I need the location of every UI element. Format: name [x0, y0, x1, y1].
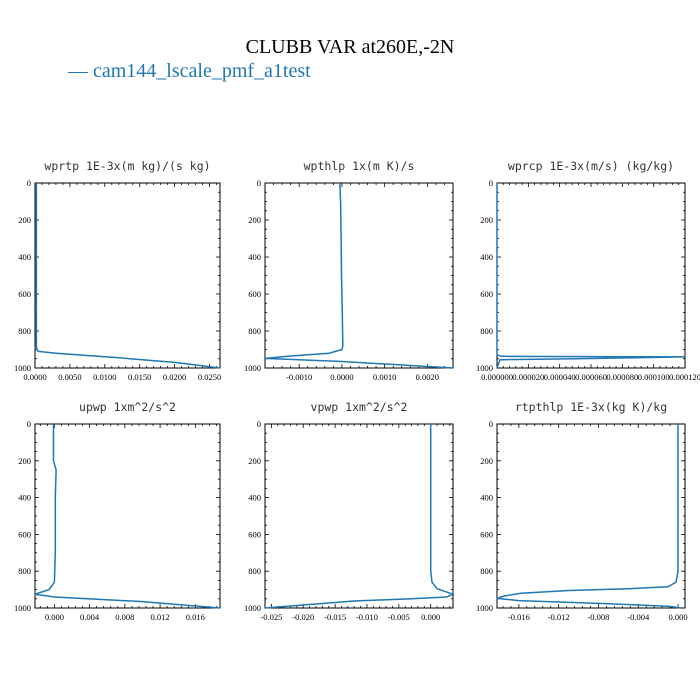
series-line	[496, 183, 686, 369]
plot-frame	[264, 182, 454, 369]
panel-1: wprtp 1E-3x(m kg)/(s kg) 0 200 400 600 800 100…	[14, 159, 221, 382]
series-line	[264, 424, 456, 609]
x-tick-label: 0.004	[80, 612, 100, 622]
y-tick-label: 400	[248, 493, 261, 503]
y-tick-label: 0	[489, 419, 493, 429]
y-tick-label: 200	[18, 215, 31, 225]
x-tick-label: 0.000	[421, 612, 440, 622]
x-tick-label: -0.005	[388, 612, 410, 622]
x-tick-label: -0.010	[356, 612, 378, 622]
x-tick-label: 0.000120	[669, 372, 700, 382]
panel-6: rtpthlp 1E-3x(kg K)/kg 0 200 400 600 800 1000 -…	[476, 400, 688, 622]
panel-4: upwp 1xm^2/s^2 0 200 400 600 800 1000 0.000 0.00…	[14, 400, 221, 622]
x-tick-label: 0.000	[45, 612, 64, 622]
y-tick-label: 800	[18, 566, 31, 576]
x-tick-label: 0.0000	[23, 372, 46, 382]
y-tick-label: 800	[480, 326, 493, 336]
x-tick-label: -0.025	[260, 612, 282, 622]
y-tick-label: 1000	[244, 363, 261, 373]
panel-title: vpwp 1xm^2/s^2	[311, 400, 408, 414]
x-tick-label: 0.000	[668, 612, 687, 622]
y-tick-label: 1000	[14, 603, 31, 613]
plot-frame	[34, 423, 221, 609]
y-tick-label: 1000	[14, 363, 31, 373]
y-tick-label: 800	[248, 326, 261, 336]
y-tick-label: 800	[480, 566, 493, 576]
x-tick-label: 0.0020	[416, 372, 439, 382]
x-tick-label: 0.0250	[198, 372, 221, 382]
y-tick-label: 200	[480, 456, 493, 466]
x-tick-label: 0.000080	[606, 372, 638, 382]
y-tick-label: 0	[27, 419, 31, 429]
panel-5: vpwp 1xm^2/s^2 0 200 400 600 800 1000-0.025 -0.…	[244, 400, 456, 622]
y-tick-label: 0	[489, 178, 493, 188]
y-tick-label: 600	[18, 529, 31, 539]
y-tick-label: 600	[248, 529, 261, 539]
x-tick-label: 0.000000	[481, 372, 513, 382]
x-tick-label: 0.0200	[163, 372, 186, 382]
x-tick-label: 0.0100	[93, 372, 116, 382]
x-tick-label: 0.000040	[544, 372, 576, 382]
plot-frame	[496, 182, 686, 369]
y-tick-label: 800	[248, 566, 261, 576]
y-tick-label: 1000	[244, 603, 261, 613]
x-tick-label: -0.012	[548, 612, 570, 622]
x-tick-label: -0.0010	[286, 372, 312, 382]
y-tick-label: 0	[257, 178, 261, 188]
x-tick-label: -0.020	[292, 612, 314, 622]
panel-title: rtpthlp 1E-3x(kg K)/kg	[515, 400, 667, 414]
x-tick-label: -0.008	[587, 612, 609, 622]
y-tick-label: 400	[18, 493, 31, 503]
y-tick-label: 1000	[476, 363, 493, 373]
y-tick-label: 600	[480, 289, 493, 299]
x-tick-label: 0.000100	[638, 372, 670, 382]
figure-title: CLUBB VAR at260E,-2N	[245, 36, 455, 58]
panel-title: wprtp 1E-3x(m kg)/(s kg)	[44, 159, 210, 173]
panel-2: wpthlp 1x(m K)/s 0 200 400 600 800 1000 -0.0010…	[244, 159, 454, 382]
y-tick-label: 0	[257, 419, 261, 429]
y-tick-label: 200	[480, 215, 493, 225]
x-tick-label: 0.000020	[512, 372, 544, 382]
y-tick-label: 600	[18, 289, 31, 299]
y-tick-label: 200	[18, 456, 31, 466]
plot-frame	[34, 182, 221, 369]
x-tick-label: 0.0000	[330, 372, 353, 382]
y-tick-label: 600	[480, 529, 493, 539]
y-tick-label: 800	[18, 326, 31, 336]
x-tick-label: 0.008	[115, 612, 134, 622]
series-line	[34, 424, 221, 609]
x-tick-label: 0.000060	[575, 372, 607, 382]
legend-entry: — cam144_lscale_pmf_a1test	[68, 60, 311, 82]
panel-title: wpthlp 1x(m K)/s	[304, 159, 415, 173]
x-tick-label: 0.0050	[58, 372, 81, 382]
series-line	[35, 183, 221, 369]
y-tick-label: 1000	[476, 603, 493, 613]
y-tick-label: 600	[248, 289, 261, 299]
y-tick-label: 400	[248, 252, 261, 262]
plot-frame	[264, 423, 454, 609]
panel-3: wprcp 1E-3x(m/s) (kg/kg) 0 200 400 600 800 100…	[476, 159, 700, 382]
y-tick-label: 400	[480, 493, 493, 503]
series-line	[496, 424, 682, 609]
x-tick-label: 0.016	[186, 612, 205, 622]
x-tick-label: -0.004	[627, 612, 650, 622]
y-tick-label: 200	[248, 456, 261, 466]
panel-title: wprcp 1E-3x(m/s) (kg/kg)	[508, 159, 674, 173]
x-tick-label: 0.0010	[373, 372, 396, 382]
x-tick-label: -0.015	[324, 612, 346, 622]
x-tick-label: -0.016	[508, 612, 530, 622]
series-line	[264, 182, 454, 369]
x-tick-label: 0.012	[151, 612, 170, 622]
y-tick-label: 200	[248, 215, 261, 225]
y-tick-label: 400	[18, 252, 31, 262]
y-tick-label: 400	[480, 252, 493, 262]
plot-frame	[496, 423, 686, 609]
y-tick-label: 0	[27, 178, 31, 188]
panel-title: upwp 1xm^2/s^2	[79, 400, 176, 414]
x-tick-label: 0.0150	[128, 372, 151, 382]
